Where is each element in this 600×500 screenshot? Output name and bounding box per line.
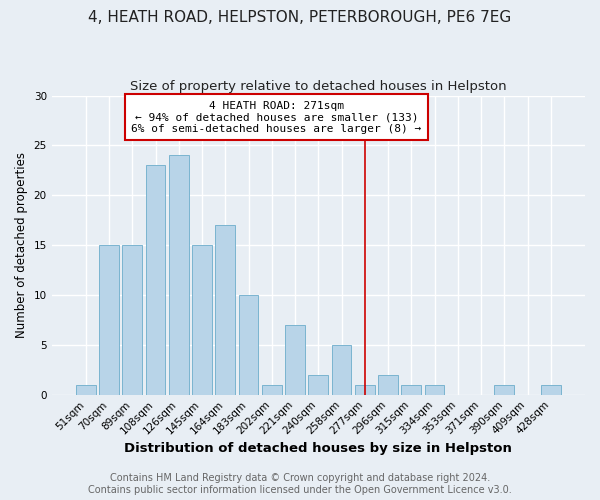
Text: 4 HEATH ROAD: 271sqm
← 94% of detached houses are smaller (133)
6% of semi-detac: 4 HEATH ROAD: 271sqm ← 94% of detached h… — [131, 100, 422, 134]
Bar — [332, 345, 352, 395]
Text: 4, HEATH ROAD, HELPSTON, PETERBOROUGH, PE6 7EG: 4, HEATH ROAD, HELPSTON, PETERBOROUGH, P… — [88, 10, 512, 25]
Bar — [541, 385, 561, 394]
Bar — [401, 385, 421, 394]
Bar — [215, 225, 235, 394]
Bar — [169, 156, 188, 394]
Bar — [378, 375, 398, 394]
Bar — [239, 295, 259, 394]
Y-axis label: Number of detached properties: Number of detached properties — [15, 152, 28, 338]
Bar — [308, 375, 328, 394]
X-axis label: Distribution of detached houses by size in Helpston: Distribution of detached houses by size … — [124, 442, 512, 455]
Title: Size of property relative to detached houses in Helpston: Size of property relative to detached ho… — [130, 80, 506, 93]
Bar — [192, 245, 212, 394]
Text: Contains HM Land Registry data © Crown copyright and database right 2024.
Contai: Contains HM Land Registry data © Crown c… — [88, 474, 512, 495]
Bar — [285, 325, 305, 394]
Bar — [494, 385, 514, 394]
Bar — [355, 385, 375, 394]
Bar — [76, 385, 95, 394]
Bar — [99, 245, 119, 394]
Bar — [262, 385, 282, 394]
Bar — [146, 166, 166, 394]
Bar — [122, 245, 142, 394]
Bar — [425, 385, 445, 394]
